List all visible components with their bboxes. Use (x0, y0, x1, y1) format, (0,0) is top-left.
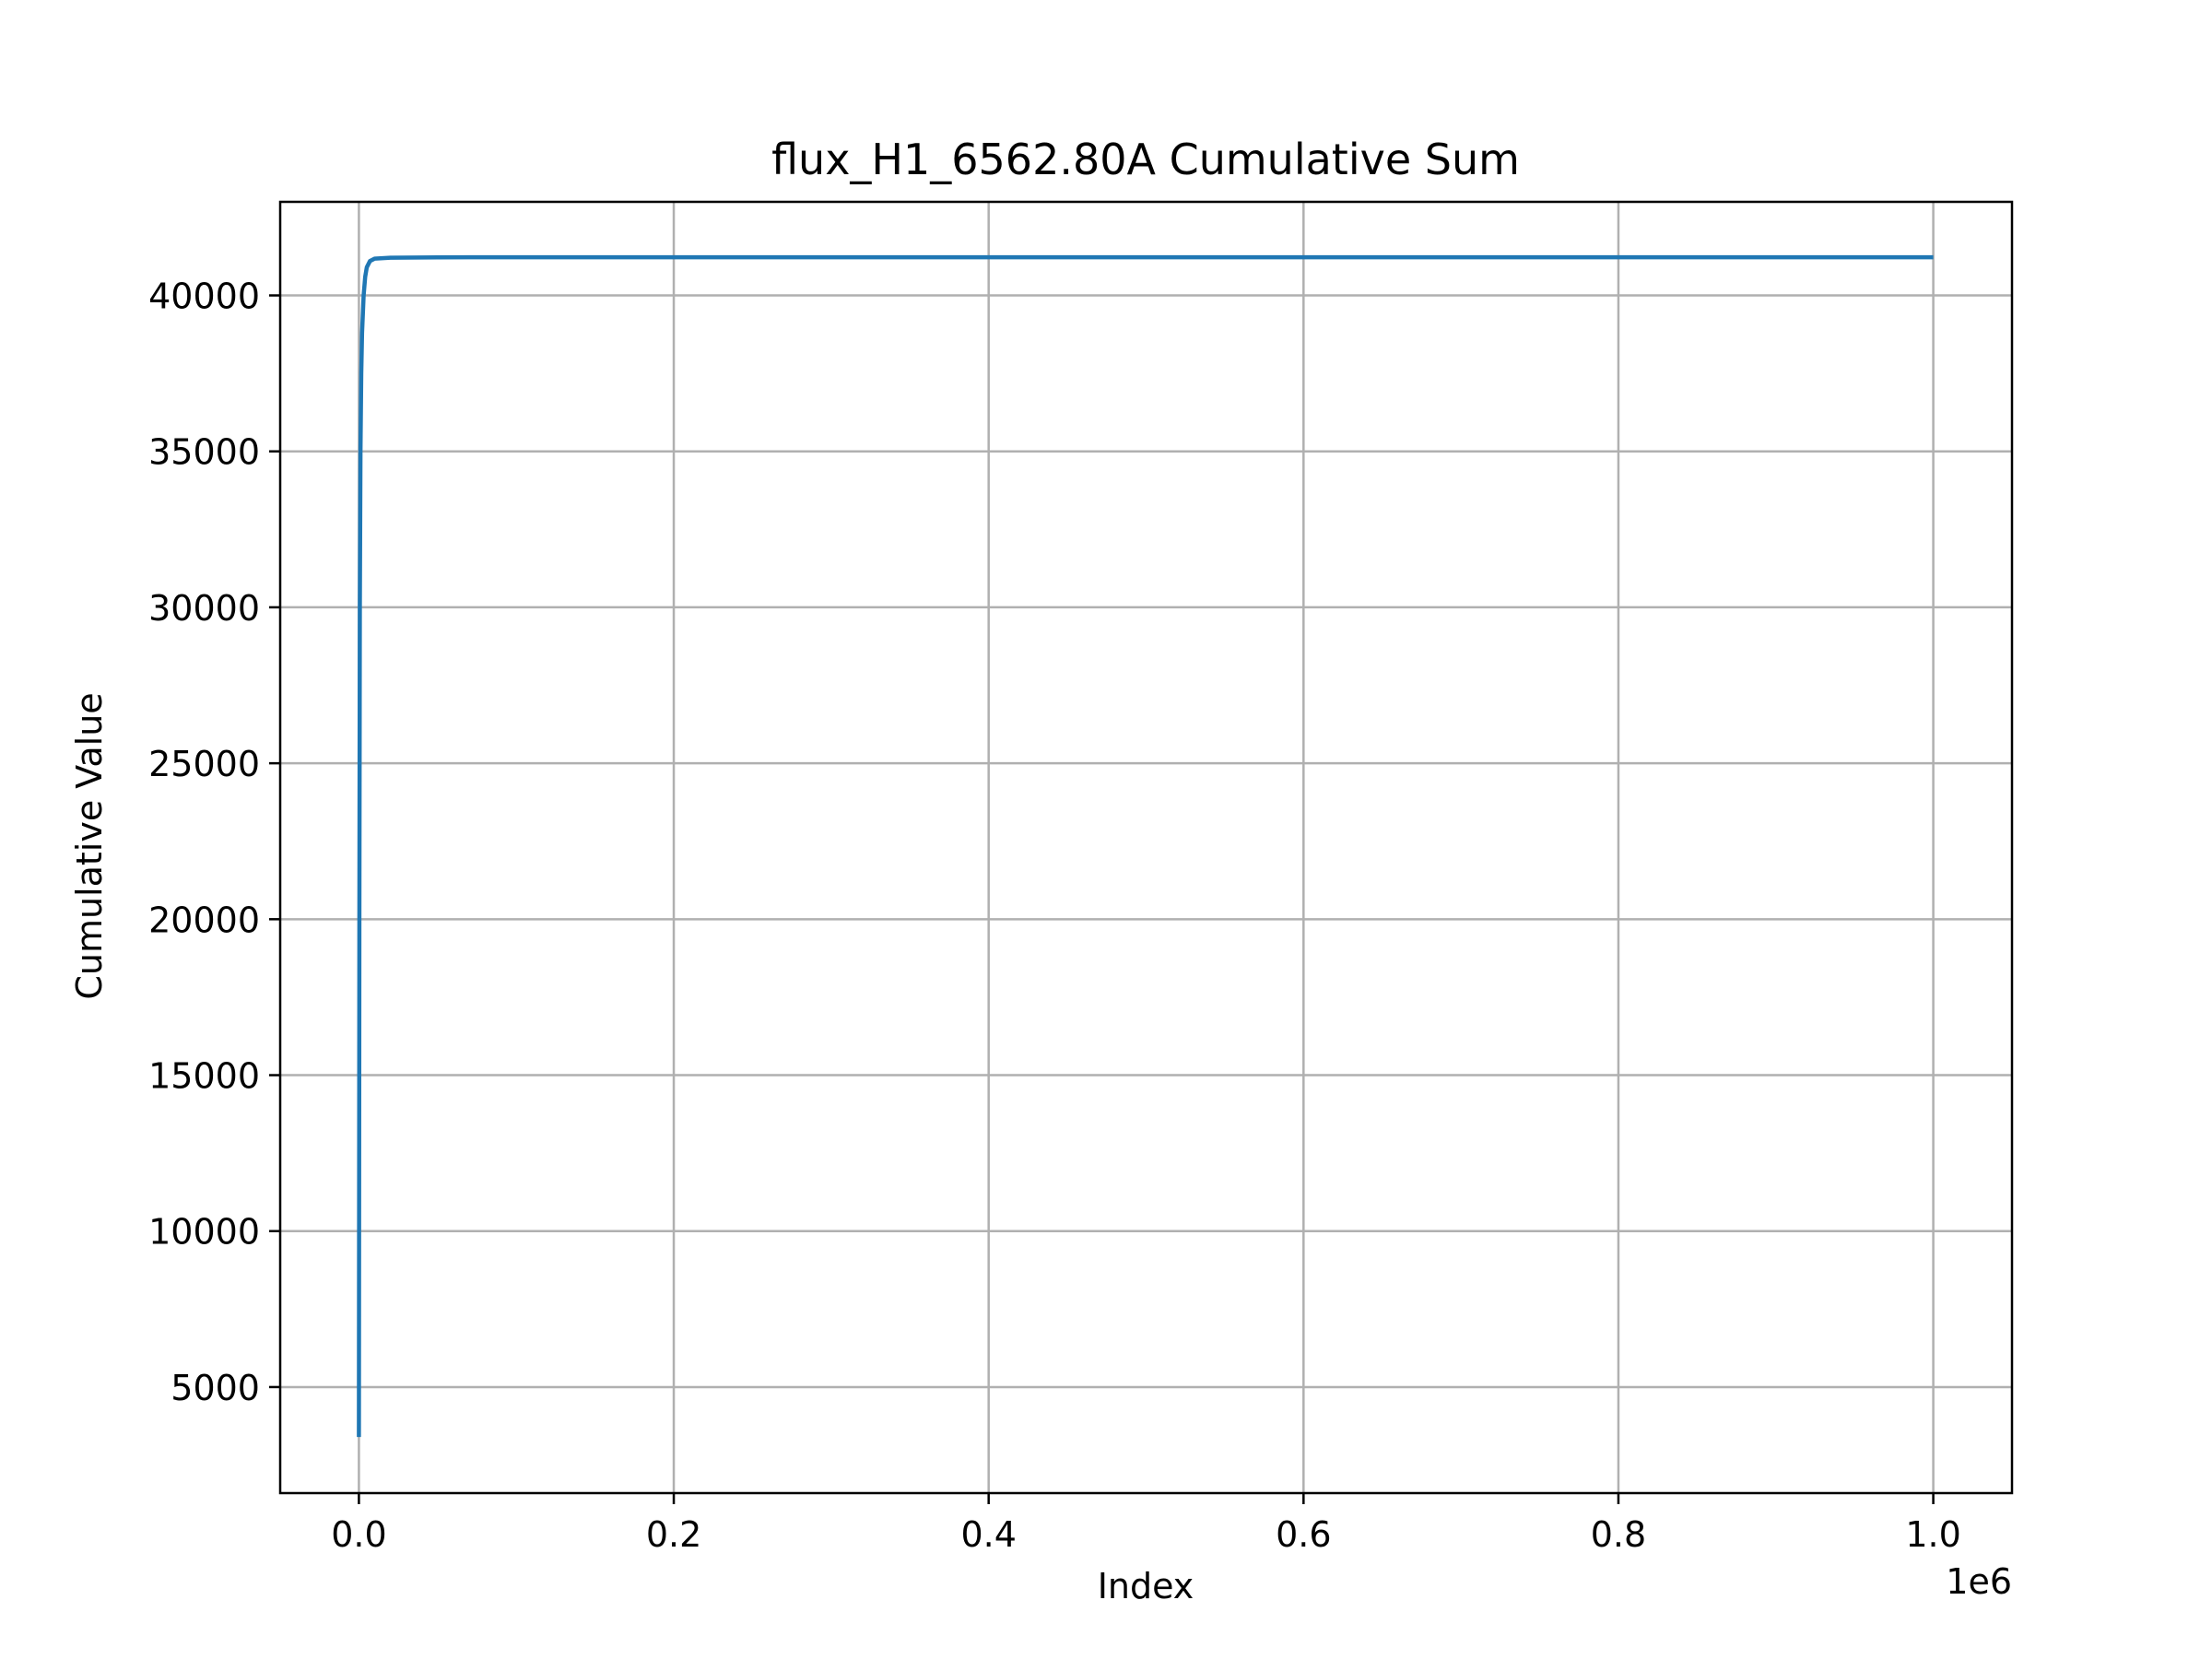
y-tick-label: 40000 (148, 276, 260, 317)
y-tick-label: 25000 (148, 744, 260, 784)
x-tick-label: 0.0 (331, 1514, 386, 1555)
x-axis-offset-label: 1e6 (1946, 1561, 2012, 1602)
x-tick-label: 1.0 (1905, 1514, 1960, 1555)
x-tick-label: 0.4 (960, 1514, 1016, 1555)
y-tick-label: 10000 (148, 1212, 260, 1253)
y-tick-label: 20000 (148, 900, 260, 940)
x-tick-label: 0.2 (646, 1514, 701, 1555)
chart-title: flux_H1_6562.80A Cumulative Sum (771, 135, 1520, 184)
x-tick-label: 0.8 (1591, 1514, 1646, 1555)
y-tick-label: 35000 (148, 432, 260, 473)
y-tick-label: 5000 (171, 1368, 260, 1408)
tick-layer: 0.0 0.2 0.4 0.6 0.8 1.0 5000 10000 15000 20000 250… (148, 276, 1961, 1555)
y-tick-label: 15000 (148, 1056, 260, 1097)
series-line-0 (357, 254, 1934, 1438)
axes-frame (278, 200, 2014, 1495)
x-axis-label: Index (1098, 1566, 1194, 1606)
grid-layer (280, 202, 2012, 1493)
x-tick-label: 0.6 (1276, 1514, 1331, 1555)
y-axis-label: Cumulative Value (69, 692, 110, 999)
y-tick-label: 30000 (148, 588, 260, 629)
series-layer (357, 254, 1934, 1438)
